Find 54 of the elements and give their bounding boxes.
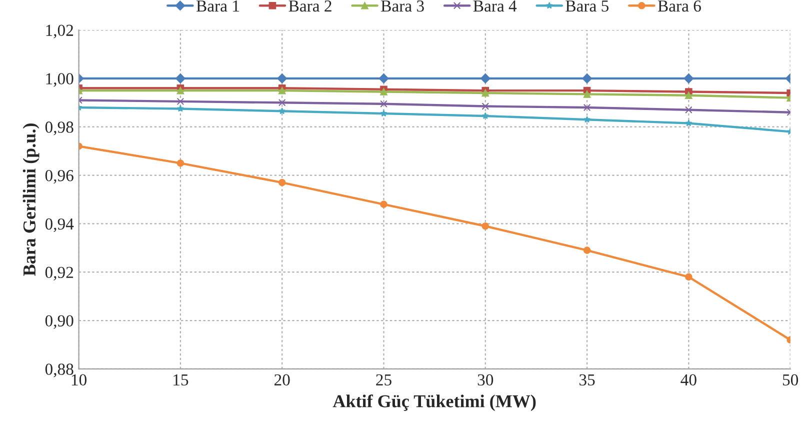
point xyxy=(685,92,692,100)
x-tick-label: 15 xyxy=(174,374,188,386)
point xyxy=(685,106,692,114)
point xyxy=(176,160,184,167)
point xyxy=(380,200,388,208)
point xyxy=(277,74,288,84)
y-tick-label: 0,90 xyxy=(45,315,74,329)
point xyxy=(685,273,692,281)
point xyxy=(176,98,184,106)
legend-label: Bara 1 xyxy=(196,0,239,12)
point xyxy=(480,74,490,84)
point xyxy=(583,104,591,112)
point xyxy=(380,88,388,96)
x-tick-label: 50 xyxy=(782,374,798,386)
point xyxy=(482,222,490,230)
x-axis-title: Aktif Güç Tüketimi (MW) xyxy=(332,394,536,412)
x-tick-label: 10 xyxy=(72,374,86,386)
y-tick-label: 0,92 xyxy=(45,266,74,280)
point xyxy=(378,74,389,84)
point xyxy=(482,89,490,97)
legend-label: Bara 5 xyxy=(566,0,609,12)
point xyxy=(176,74,186,84)
x-tick-label: 25 xyxy=(376,374,392,386)
point xyxy=(584,116,591,123)
legend-label: Bara 6 xyxy=(658,0,701,12)
point xyxy=(380,110,388,117)
y-tick-label: 1,02 xyxy=(46,24,74,38)
x-tick-label: 30 xyxy=(478,374,494,386)
point xyxy=(380,100,388,108)
y-tick-label: 0,88 xyxy=(45,364,74,378)
y-tick-label: 1,00 xyxy=(46,73,74,87)
point xyxy=(583,90,591,98)
point xyxy=(278,99,286,106)
point xyxy=(685,120,692,126)
x-tick-label: 35 xyxy=(580,374,595,386)
point xyxy=(176,86,184,94)
point xyxy=(482,102,490,110)
legend-label: Bara 2 xyxy=(288,0,332,12)
point xyxy=(482,112,489,120)
point xyxy=(684,74,694,84)
legend-label: Bara 4 xyxy=(473,0,517,12)
point xyxy=(278,107,286,114)
y-tick-label: 0,96 xyxy=(45,170,74,184)
point xyxy=(582,74,592,84)
point xyxy=(278,86,286,94)
point xyxy=(278,178,286,186)
point xyxy=(583,246,591,254)
y-tick-label: 0,94 xyxy=(45,218,74,232)
y-tick-label: 0,98 xyxy=(45,122,74,136)
x-tick-label: 40 xyxy=(680,374,696,386)
x-tick-label: 20 xyxy=(274,374,290,386)
y-axis-title: Bara Gerilimi (p.u.) xyxy=(22,124,40,276)
legend-label: Bara 3 xyxy=(381,0,424,12)
point xyxy=(176,105,184,112)
